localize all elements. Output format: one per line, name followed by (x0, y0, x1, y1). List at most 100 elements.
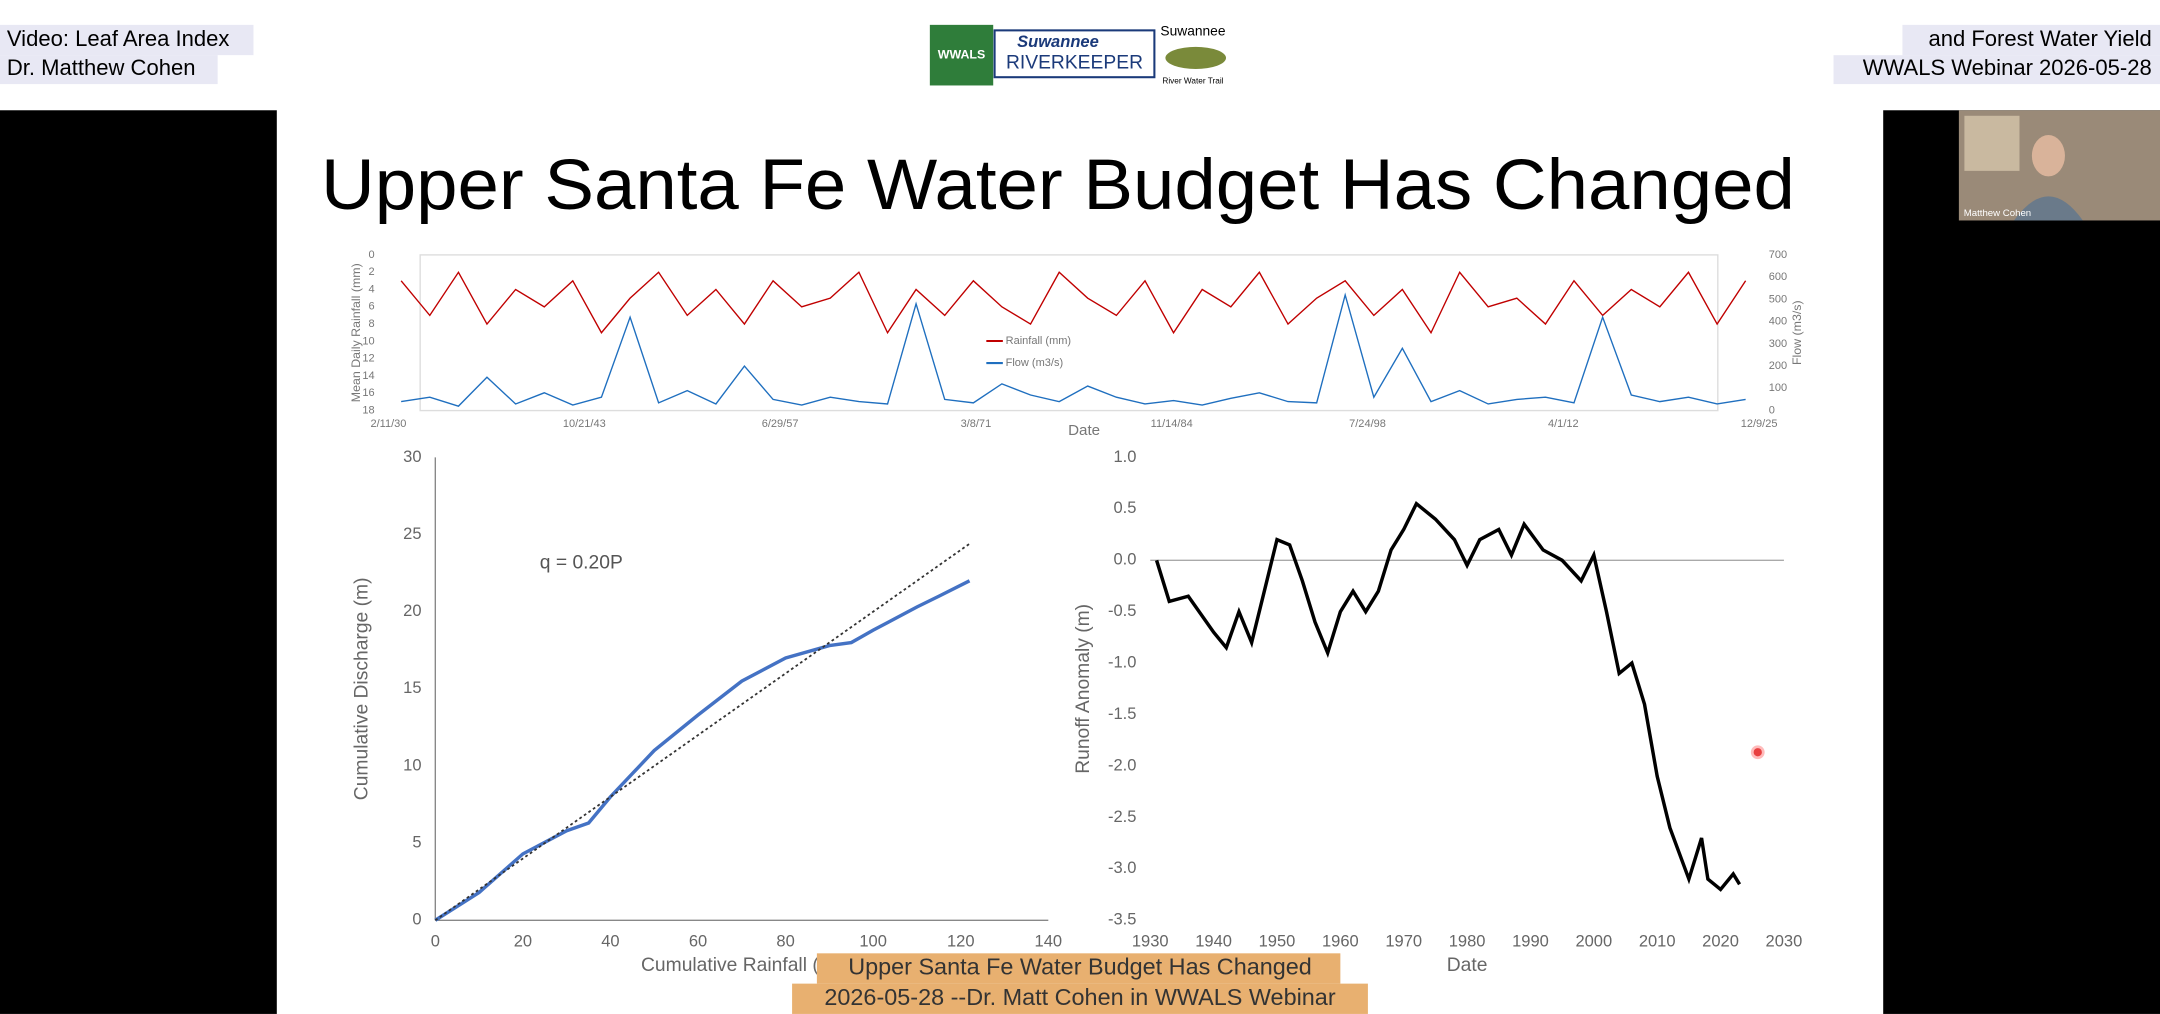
logo-text: RIVERKEEPER (1006, 53, 1143, 74)
caption-bg (816, 953, 1341, 984)
y-tick-label: 5 (412, 832, 421, 851)
y-tick-label: 16 (362, 387, 374, 399)
y-tick-label: 18 (362, 404, 374, 416)
y-tick-label: 2 (369, 266, 375, 278)
y2-tick-label: 600 (1769, 271, 1787, 283)
y-tick-label: -1.0 (1108, 652, 1136, 671)
y2-axis-label: Flow (m3/s) (1790, 300, 1804, 365)
y-tick-label: 0.5 (1114, 498, 1137, 517)
x-tick-label: 140 (1035, 932, 1063, 951)
x-tick-label: 1950 (1259, 932, 1296, 951)
pointer (1750, 745, 1765, 760)
webcam-name: Matthew Cohen (1964, 208, 2031, 219)
x-tick-label: 7/24/98 (1349, 418, 1386, 430)
y-tick-label: 1.0 (1114, 447, 1137, 466)
x-tick-label: 4/1/12 (1548, 418, 1579, 430)
x-tick-label: 2030 (1766, 932, 1803, 951)
x-tick-label: 11/14/84 (1151, 418, 1193, 430)
y2-tick-label: 100 (1769, 382, 1787, 394)
y-tick-label: -1.5 (1108, 704, 1136, 723)
x-tick-label: 100 (859, 932, 887, 951)
label-bg (1833, 55, 2160, 85)
y-tick-label: 30 (403, 447, 421, 466)
slide-title: Upper Santa Fe Water Budget Has Changed (321, 145, 1795, 225)
logo-text: River Water Trail (1162, 77, 1223, 86)
series-line (1154, 500, 1742, 892)
x-tick-label: 6/29/57 (762, 418, 799, 430)
y-tick-label: -0.5 (1108, 601, 1136, 620)
caption: 2026-05-28 --Dr. Matt Cohen in WWALS Web… (824, 984, 1335, 1010)
webcam-bg (1964, 115, 2020, 171)
y-tick-label: -3.0 (1108, 858, 1136, 877)
caption-bg (792, 983, 1368, 1014)
y-tick-label: 20 (403, 601, 421, 620)
y2-tick-label: 200 (1769, 360, 1787, 372)
y2-tick-label: 700 (1769, 249, 1787, 261)
y-axis-label: Cumulative Discharge (m) (351, 577, 372, 800)
logo-text: Suwannee (1017, 32, 1099, 51)
x-tick-label: 1980 (1449, 932, 1486, 951)
x-tick-label: 1970 (1385, 932, 1422, 951)
y-tick-label: 25 (403, 524, 421, 543)
label-bg (0, 55, 218, 85)
y-tick-label: 15 (403, 678, 421, 697)
letterbox (1883, 110, 2160, 1014)
y-tick-label: 8 (369, 318, 375, 330)
x-tick-label: 20 (514, 932, 532, 951)
x-axis-label: Date (1447, 955, 1488, 976)
x-axis-label: Date (1068, 422, 1100, 439)
logo-text: WWALS (938, 47, 985, 61)
header-text: and Forest Water Yield (1928, 26, 2151, 51)
logo (1165, 46, 1227, 69)
x-tick-label: 12/9/25 (1741, 418, 1778, 430)
y-tick-label: -3.5 (1108, 910, 1136, 929)
x-tick-label: 60 (689, 932, 707, 951)
y2-tick-label: 0 (1769, 404, 1775, 416)
x-tick-label: 1990 (1512, 932, 1549, 951)
x-tick-label: 2000 (1575, 932, 1612, 951)
y-tick-label: 12 (362, 353, 374, 365)
plot-frame (419, 254, 1719, 412)
x-tick-label: 10/21/43 (563, 418, 606, 430)
y-axis-label: Runoff Anomaly (m) (1073, 604, 1094, 774)
y-tick-label: 0 (412, 910, 421, 929)
x-tick-label: 2020 (1702, 932, 1739, 951)
label-bg (0, 24, 254, 56)
y-axis-label: Mean Daily Rainfall (mm) (349, 263, 363, 402)
logo (993, 29, 1156, 79)
y2-tick-label: 500 (1769, 293, 1787, 305)
webcam-person (2031, 135, 2065, 177)
x-tick-label: 1930 (1132, 932, 1169, 951)
legend-label: Flow (m3/s) (1006, 357, 1064, 369)
x-tick-label: 2/11/30 (371, 418, 407, 430)
webcam-person (2013, 196, 2083, 221)
y2-tick-label: 400 (1769, 316, 1787, 328)
x-tick-label: 80 (776, 932, 794, 951)
x-tick-label: 0 (431, 932, 440, 951)
y-tick-label: 0.0 (1114, 550, 1137, 569)
y-tick-label: -2.5 (1108, 807, 1136, 826)
x-tick-label: 2010 (1639, 932, 1676, 951)
header-text: Video: Leaf Area Index (7, 26, 230, 51)
series-line (401, 292, 1746, 407)
x-tick-label: 1960 (1322, 932, 1359, 951)
caption: Upper Santa Fe Water Budget Has Changed (848, 954, 1312, 980)
y-tick-label: -2.0 (1108, 755, 1136, 774)
label-bg (1902, 24, 2160, 56)
y-tick-label: 0 (369, 249, 375, 261)
x-tick-label: 1940 (1195, 932, 1232, 951)
y-tick-label: 4 (369, 283, 375, 295)
annotation: q = 0.20P (540, 553, 623, 574)
y-tick-label: 10 (403, 755, 421, 774)
logo (929, 24, 994, 86)
series-line (400, 270, 1747, 335)
slide (276, 110, 1884, 1014)
x-tick-label: 3/8/71 (961, 418, 992, 430)
x-tick-label: 40 (601, 932, 619, 951)
y-tick-label: 14 (362, 370, 374, 382)
y-tick-label: 6 (369, 301, 375, 313)
logo-text: Suwannee (1160, 23, 1225, 38)
